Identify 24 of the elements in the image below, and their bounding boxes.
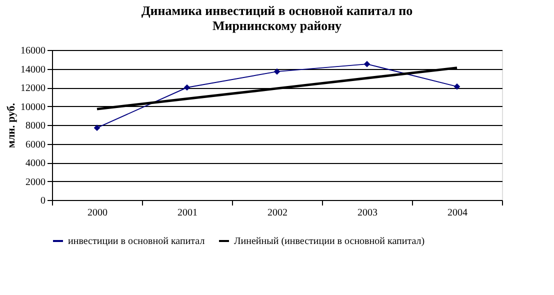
point [94,124,100,131]
y-tick-label: 14000 [20,64,46,76]
x-tick-label: 2004 [448,208,468,218]
y-tick-label: 4000 [26,158,46,169]
y-tick-label: 0 [40,196,46,206]
legend-label: инвестиции в основной капитал [68,236,205,247]
x-tick-label: 2002 [268,208,288,218]
point [454,83,460,90]
x-tick-label: 2001 [178,208,198,218]
text: Мирнинскому району [212,18,342,33]
legend-label: Линейный (инвестиции в основной капитал) [234,236,425,247]
point [274,68,280,75]
y-tick-label: 8000 [26,120,46,132]
x-tick-label: 2000 [88,208,108,218]
y-tick-label: 16000 [20,46,46,56]
x-tick-label: 2003 [358,208,378,218]
y-tick-label: 2000 [26,176,46,188]
point [364,60,370,68]
text: Динамика инвестиций в основной капитал по [141,3,413,18]
point [184,84,190,91]
y-axis-title: млн. руб. [6,102,18,148]
y-tick-label: 12000 [20,83,46,94]
y-tick-label: 6000 [26,139,46,150]
y-tick-label: 10000 [20,102,46,113]
